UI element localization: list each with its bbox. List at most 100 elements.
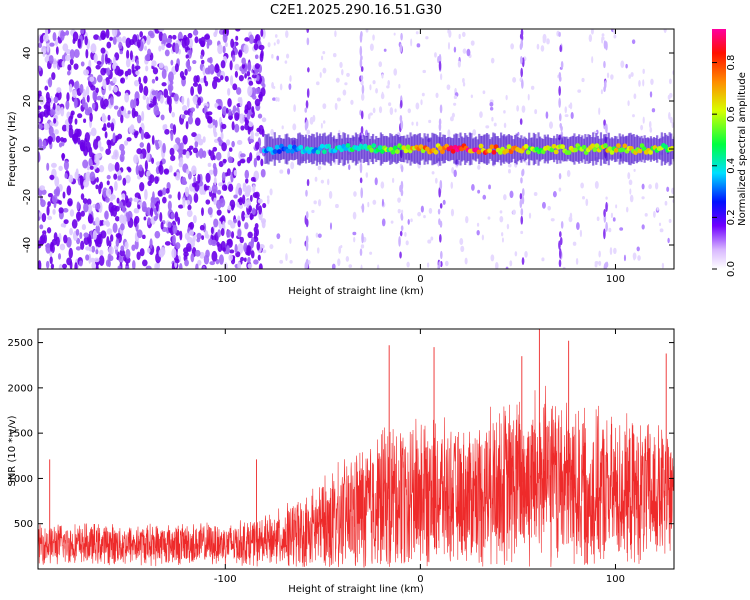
sparse-speck bbox=[285, 253, 288, 261]
noise-speck bbox=[122, 214, 127, 225]
sparse-speck bbox=[588, 34, 593, 42]
sparse-speck bbox=[669, 116, 673, 124]
noise-speck bbox=[246, 100, 252, 111]
noise-speck bbox=[50, 162, 57, 168]
noise-speck bbox=[40, 195, 43, 203]
sparse-speck bbox=[430, 236, 434, 241]
noise-speck bbox=[66, 185, 72, 196]
sparse-speck bbox=[372, 34, 375, 41]
noise-speck bbox=[188, 145, 194, 150]
streak-speck bbox=[359, 248, 363, 257]
sparse-speck bbox=[279, 259, 284, 264]
sparse-speck bbox=[610, 74, 614, 80]
noise-speck bbox=[228, 147, 233, 152]
noise-speck bbox=[40, 234, 46, 245]
ridge-cell bbox=[620, 147, 626, 153]
sparse-speck bbox=[423, 215, 426, 219]
noise-speck bbox=[56, 87, 62, 94]
noise-speck bbox=[227, 156, 233, 164]
noise-speck bbox=[229, 60, 233, 71]
noise-speck bbox=[39, 95, 45, 105]
sparse-speck bbox=[447, 129, 451, 137]
noise-speck bbox=[249, 194, 253, 202]
sparse-speck bbox=[612, 217, 616, 222]
noise-speck bbox=[166, 42, 172, 49]
sparse-speck bbox=[630, 72, 634, 77]
noise-speck bbox=[228, 183, 234, 192]
sparse-speck bbox=[594, 181, 599, 189]
sparse-speck bbox=[462, 82, 466, 87]
sparse-speck bbox=[410, 38, 413, 47]
sparse-speck bbox=[266, 195, 270, 199]
sparse-speck bbox=[285, 30, 289, 39]
noise-speck bbox=[143, 216, 147, 221]
sparse-speck bbox=[322, 103, 327, 110]
noise-speck bbox=[151, 78, 156, 84]
noise-speck bbox=[174, 258, 180, 264]
streak-speck bbox=[438, 60, 442, 71]
noise-speck bbox=[159, 94, 164, 104]
ridge-halo bbox=[567, 138, 570, 160]
sparse-speck bbox=[503, 122, 507, 129]
ridge-cell bbox=[506, 144, 512, 150]
noise-speck bbox=[252, 94, 257, 100]
sparse-speck bbox=[320, 179, 324, 184]
noise-speck bbox=[114, 161, 120, 172]
noise-speck bbox=[244, 37, 250, 42]
noise-speck bbox=[99, 181, 103, 189]
sparse-speck bbox=[337, 258, 341, 267]
noise-speck bbox=[159, 212, 163, 223]
sparse-speck bbox=[481, 234, 485, 241]
streak-speck bbox=[360, 110, 364, 120]
sparse-speck bbox=[493, 122, 497, 127]
noise-speck bbox=[120, 77, 124, 84]
colorbar-tick-label: 0.8 bbox=[726, 55, 737, 71]
noise-speck bbox=[111, 155, 116, 160]
noise-speck bbox=[80, 29, 85, 35]
sparse-speck bbox=[658, 222, 662, 227]
sparse-speck bbox=[638, 79, 641, 87]
sparse-speck bbox=[485, 125, 490, 129]
streak-speck bbox=[360, 187, 364, 199]
noise-speck bbox=[47, 215, 53, 221]
sparse-speck bbox=[407, 108, 411, 114]
sparse-speck bbox=[477, 164, 481, 170]
ridge-cell bbox=[437, 145, 443, 151]
noise-speck bbox=[136, 148, 143, 155]
sparse-speck bbox=[503, 110, 506, 114]
noise-speck bbox=[38, 105, 42, 110]
noise-speck bbox=[194, 36, 199, 44]
noise-speck bbox=[117, 265, 122, 269]
noise-speck bbox=[157, 92, 161, 102]
noise-speck bbox=[114, 181, 118, 192]
noise-speck bbox=[69, 227, 74, 236]
sparse-speck bbox=[410, 218, 413, 223]
noise-speck bbox=[155, 76, 159, 81]
streak-speck bbox=[558, 75, 562, 82]
noise-speck bbox=[193, 192, 199, 203]
noise-speck bbox=[105, 220, 110, 226]
noise-speck bbox=[228, 115, 233, 120]
noise-speck bbox=[222, 45, 226, 54]
noise-speck bbox=[46, 227, 52, 234]
noise-speck bbox=[41, 189, 47, 195]
ridge-cell bbox=[377, 145, 383, 150]
noise-speck bbox=[174, 42, 180, 54]
noise-speck bbox=[186, 199, 191, 206]
noise-speck bbox=[52, 58, 58, 69]
streak-speck bbox=[520, 208, 524, 216]
noise-speck bbox=[38, 65, 42, 72]
noise-speck bbox=[140, 129, 145, 140]
sparse-speck bbox=[462, 31, 466, 38]
ridge-cell bbox=[603, 143, 608, 149]
noise-speck bbox=[129, 50, 133, 61]
noise-speck bbox=[168, 165, 173, 173]
noise-speck bbox=[128, 125, 135, 134]
streak-speck bbox=[361, 84, 365, 95]
noise-speck bbox=[217, 229, 221, 238]
noise-speck bbox=[174, 63, 179, 73]
sparse-speck bbox=[598, 250, 601, 258]
noise-speck bbox=[241, 210, 246, 222]
noise-speck bbox=[149, 207, 154, 217]
noise-speck bbox=[86, 95, 90, 103]
